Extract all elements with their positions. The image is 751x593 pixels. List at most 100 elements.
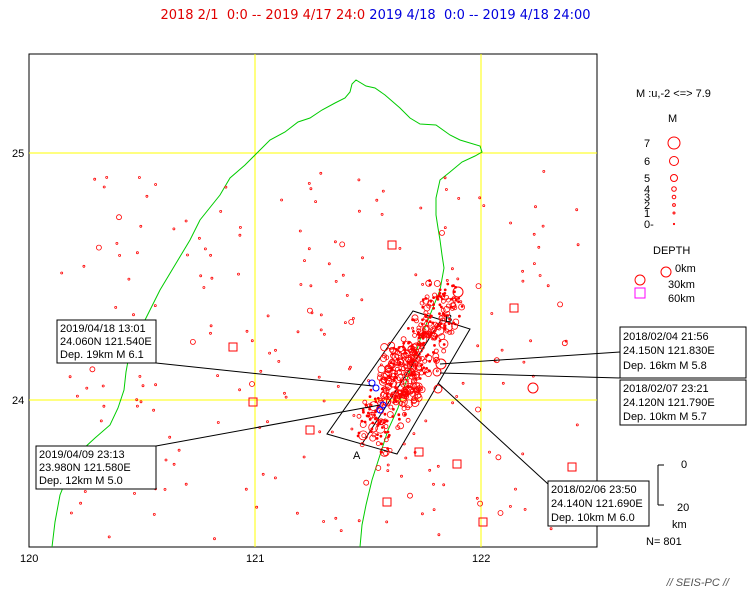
quake-event <box>361 408 365 412</box>
quake-event <box>386 430 390 434</box>
quake-event <box>375 465 382 471</box>
quake-event <box>436 464 440 468</box>
quake-event <box>307 247 311 251</box>
major-quake-event <box>433 384 443 394</box>
quake-event <box>357 519 361 523</box>
quake-event <box>397 417 401 421</box>
quake-event <box>390 352 397 359</box>
quake-event <box>454 298 458 302</box>
quake-event <box>476 344 480 348</box>
quake-event <box>224 185 228 189</box>
quake-event <box>379 363 383 367</box>
quake-event <box>133 491 136 495</box>
quake-event <box>348 365 352 369</box>
quake-event <box>376 374 384 381</box>
quake-event <box>164 458 168 462</box>
quake-event <box>334 279 338 283</box>
quake-event <box>319 171 323 175</box>
quake-event <box>424 313 427 317</box>
quake-event <box>268 351 272 355</box>
quake-event <box>416 393 422 399</box>
quake-event <box>411 329 415 333</box>
quake-event <box>163 487 167 491</box>
recent-quake-event <box>372 384 380 392</box>
quake-event <box>298 229 302 233</box>
quake-event <box>521 452 525 456</box>
quake-event <box>421 332 425 335</box>
quake-event <box>407 341 410 345</box>
event-count: N= 801 <box>646 536 682 548</box>
quake-event <box>415 364 422 372</box>
quake-event <box>357 178 361 182</box>
quake-event <box>438 314 446 322</box>
quake-event <box>421 298 425 302</box>
quake-event <box>425 279 433 287</box>
annotation-4-coords: 24.120N 121.790E <box>623 397 715 409</box>
leader-1 <box>155 362 374 387</box>
quake-event <box>400 379 409 388</box>
quake-event <box>357 209 361 213</box>
depth-title: DEPTH <box>653 245 690 257</box>
map-frame <box>28 53 598 548</box>
quake-event <box>403 348 406 352</box>
quake-event <box>116 214 122 221</box>
quake-event <box>442 294 446 298</box>
quake-event <box>457 196 461 200</box>
quake-event <box>219 209 223 213</box>
quake-event <box>440 307 446 313</box>
quake-event <box>306 307 313 314</box>
quake-event <box>435 369 439 373</box>
quake-event <box>541 224 545 228</box>
quake-event <box>76 394 79 398</box>
quake-event <box>450 302 456 308</box>
quake-event <box>132 313 135 317</box>
quake-event <box>521 269 524 273</box>
magnitude-symbol <box>672 222 676 226</box>
quake-event <box>412 346 417 351</box>
quake-event <box>432 482 435 486</box>
quake-event <box>189 338 196 345</box>
quake-event <box>429 299 433 303</box>
quake-event <box>296 330 300 334</box>
quake-event <box>419 370 424 376</box>
quake-event <box>249 381 255 387</box>
quake-event <box>70 511 73 515</box>
quake-event <box>154 383 158 387</box>
quake-event <box>393 389 402 398</box>
quake-event <box>386 469 390 473</box>
quake-event <box>102 185 106 189</box>
quake-event <box>184 219 188 223</box>
magnitude-symbol <box>672 203 676 207</box>
quake-event <box>431 337 435 341</box>
quake-event <box>369 403 373 407</box>
magnitude-label: 7 <box>644 138 650 150</box>
quake-event <box>421 305 425 309</box>
quake-event <box>432 306 436 310</box>
quake-event <box>280 198 284 202</box>
quake-event <box>398 368 402 372</box>
quake-event <box>403 367 412 377</box>
magnitude-symbol <box>671 186 677 192</box>
quake-event <box>398 345 407 354</box>
magnitude-label: 6 <box>644 156 650 168</box>
magnitude-label: 2 <box>644 200 650 212</box>
quake-event <box>523 507 527 511</box>
quake-event <box>213 537 216 541</box>
quake-event <box>482 204 486 208</box>
quake-event <box>363 479 370 486</box>
quake-event <box>352 414 356 417</box>
quake-event <box>322 399 326 403</box>
recent-quake-event <box>376 406 384 414</box>
quake-event <box>351 316 355 320</box>
quake-event <box>424 419 428 423</box>
quake-event <box>449 305 455 311</box>
annotation-5-coords: 24.140N 121.690E <box>551 498 643 510</box>
leader-4 <box>439 372 621 379</box>
quake-event <box>438 291 442 295</box>
quake-event <box>421 282 425 286</box>
magnitude-symbol <box>669 156 679 166</box>
quake-event <box>377 418 385 426</box>
magnitude-label: 4 <box>644 184 650 196</box>
quake-event <box>383 451 388 456</box>
quake-event <box>380 426 384 429</box>
